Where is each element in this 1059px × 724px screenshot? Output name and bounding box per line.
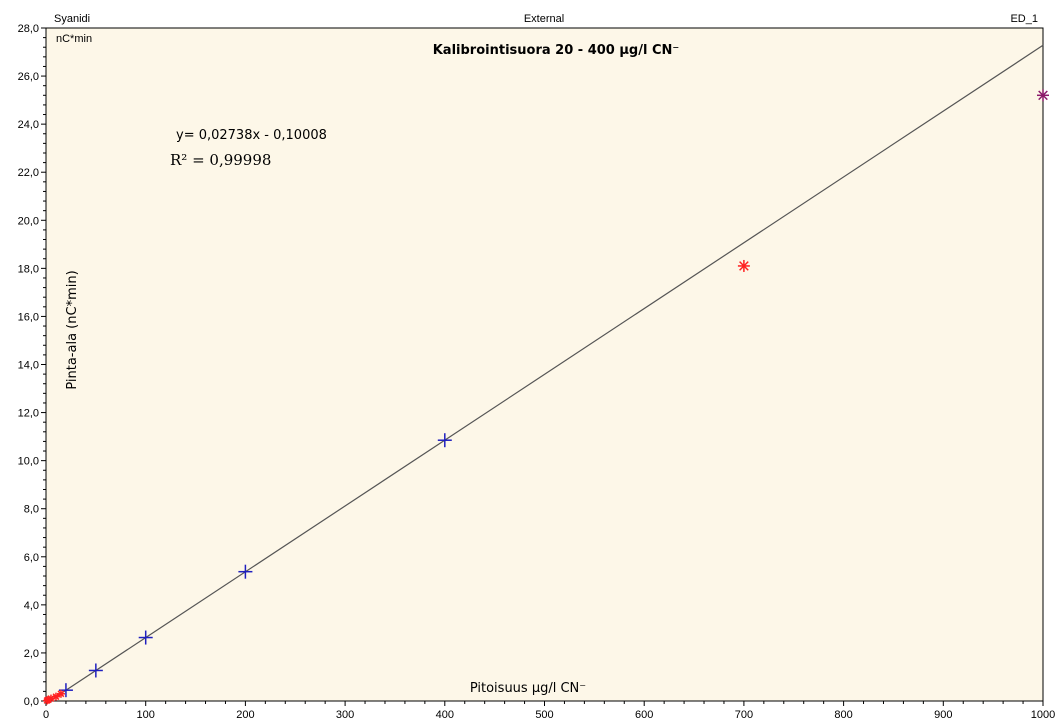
y-tick-label: 14,0 (18, 360, 39, 372)
asterisk-marker (1037, 89, 1049, 102)
y-tick-label: 22,0 (18, 167, 39, 179)
x-tick-label: 900 (934, 709, 952, 721)
x-tick-label: 0 (43, 709, 49, 721)
y-tick-label: 0,0 (24, 696, 39, 708)
r-squared: R² = 0,99998 (170, 151, 271, 169)
x-tick-label: 100 (137, 709, 155, 721)
x-tick-label: 200 (236, 709, 254, 721)
x-tick-label: 300 (336, 709, 354, 721)
data-points (42, 89, 1049, 705)
chart-title: Kalibrointisuora 20 - 400 µg/l CN⁻ (433, 43, 680, 58)
y-tick-label: 20,0 (18, 215, 39, 227)
asterisk-marker (56, 689, 65, 698)
y-tick-label: 26,0 (18, 71, 39, 83)
plus-marker (88, 663, 103, 678)
unit-label: nC*min (56, 33, 92, 45)
plus-marker (437, 433, 452, 448)
asterisk-marker (51, 692, 60, 701)
asterisk-marker (737, 259, 750, 272)
y-tick-label: 4,0 (24, 600, 39, 612)
x-tick-label: 700 (735, 709, 753, 721)
y-tick-label: 10,0 (18, 456, 39, 468)
header-right: ED_1 (1010, 13, 1038, 25)
y-tick-label: 18,0 (18, 263, 39, 275)
x-tick-label: 500 (535, 709, 553, 721)
x-tick-label: 1000 (1031, 709, 1055, 721)
header-center: External (524, 13, 564, 25)
y-tick-label: 2,0 (24, 648, 39, 660)
fit-line (49, 44, 1044, 702)
x-tick-label: 400 (436, 709, 454, 721)
plus-marker (238, 564, 253, 579)
y-tick-label: 28,0 (18, 23, 39, 35)
y-tick-label: 24,0 (18, 119, 39, 131)
x-tick-label: 800 (834, 709, 852, 721)
y-axis-label: Pinta-ala (nC*min) (65, 270, 80, 389)
x-tick-label: 600 (635, 709, 653, 721)
axis-ticks: 0 100 200 300 400 500 600 700 800 900 1000 0,0 2,0 4,… (18, 23, 1056, 721)
y-tick-label: 16,0 (18, 311, 39, 323)
x-axis-label: Pitoisuus µg/l CN⁻ (470, 681, 586, 696)
fit-equation: y= 0,02738x - 0,10008 (176, 128, 327, 143)
plus-marker (138, 630, 153, 645)
y-tick-label: 8,0 (24, 504, 39, 516)
fit-line-group (49, 44, 1044, 702)
y-tick-label: 12,0 (18, 408, 39, 420)
header-left: Syanidi (54, 13, 90, 25)
y-tick-label: 6,0 (24, 552, 39, 564)
plot-area (45, 27, 1044, 702)
